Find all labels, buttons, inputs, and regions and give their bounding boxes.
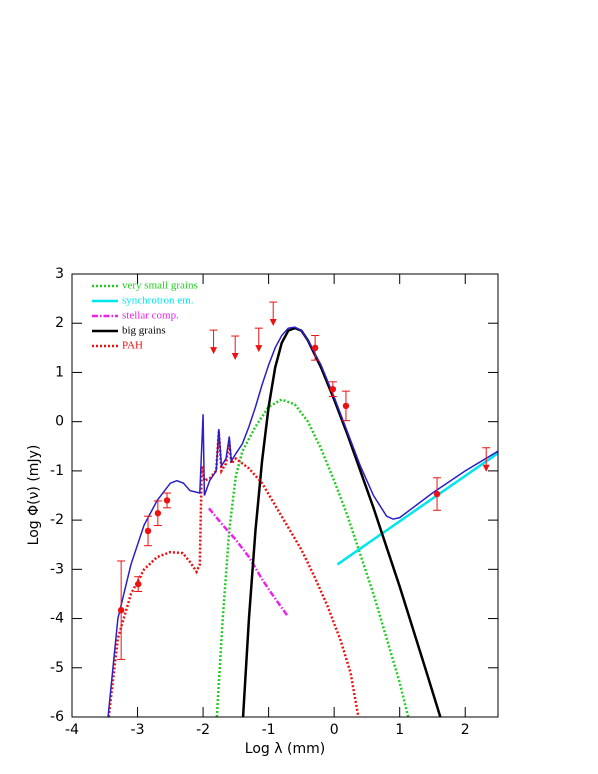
data-point	[144, 527, 152, 535]
data-point	[117, 606, 125, 614]
series-line	[215, 398, 410, 717]
y-tick-label: 3	[55, 266, 64, 282]
x-tick-label: 0	[330, 722, 339, 738]
y-tick-label: 0	[55, 414, 64, 430]
data-point	[311, 344, 319, 352]
x-tick-label: 2	[461, 722, 470, 738]
plot-frame	[71, 273, 499, 718]
upper-limit-arrow	[482, 464, 490, 472]
series-line	[107, 431, 360, 717]
y-tick-label: 2	[55, 315, 64, 331]
y-tick-label: -2	[50, 512, 64, 528]
legend-label: big grains	[122, 325, 166, 337]
legend-label: stellar comp.	[122, 310, 179, 322]
upper-limit-arrow	[269, 319, 277, 327]
x-tick-label: -4	[65, 722, 79, 738]
plot-area	[107, 301, 498, 717]
x-tick-label: -2	[196, 722, 210, 738]
y-tick-label: -1	[50, 463, 64, 479]
data-point	[163, 497, 171, 504]
series-line	[208, 507, 288, 616]
x-tick-label: 1	[395, 722, 404, 738]
upper-limit-arrow	[210, 347, 218, 355]
x-tick-label: -1	[262, 722, 276, 738]
y-tick-label: -4	[50, 611, 64, 627]
series-line	[336, 452, 498, 566]
data-point	[154, 510, 162, 517]
data-point	[342, 402, 350, 410]
data-point	[433, 490, 441, 498]
x-axis-label: Log λ (mm)	[245, 741, 325, 757]
y-tick-label: 1	[55, 364, 64, 380]
legend-label: very small grains	[122, 280, 198, 292]
x-tick-label: -3	[131, 722, 145, 738]
y-tick-label: -5	[50, 660, 64, 676]
series-line	[107, 326, 498, 717]
y-axis-label: Log Φ(ν) (mJy)	[26, 445, 42, 546]
y-tick-label: -3	[50, 561, 64, 577]
series-line	[241, 326, 442, 717]
upper-limit-arrow	[255, 345, 263, 353]
upper-limit-arrow	[231, 353, 239, 361]
data-point	[134, 580, 142, 588]
legend-label: PAH	[122, 340, 143, 352]
legend-label: synchrotron em.	[122, 295, 194, 307]
y-tick-label: -6	[50, 709, 64, 725]
data-point	[329, 385, 337, 393]
